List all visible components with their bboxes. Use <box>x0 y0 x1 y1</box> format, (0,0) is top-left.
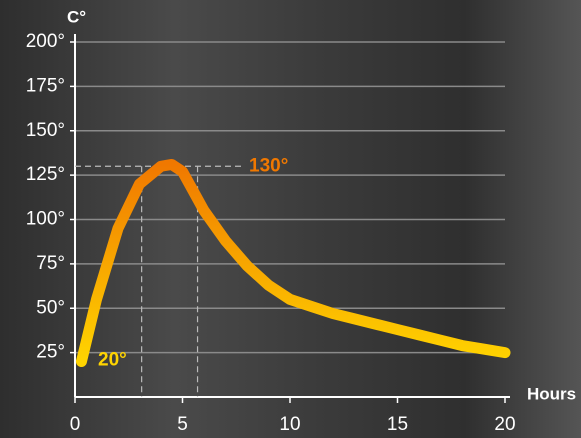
y-axis-label: C° <box>67 7 86 26</box>
y-tick-label: 200° <box>26 31 65 52</box>
peak-annotation: 130° <box>249 155 288 176</box>
y-tick-label: 100° <box>26 209 65 230</box>
x-tick-label: 15 <box>387 414 408 435</box>
start-annotation: 20° <box>98 350 127 371</box>
y-tick-label: 25° <box>36 342 65 363</box>
y-tick-label: 150° <box>26 120 65 141</box>
x-tick-label: 5 <box>177 414 188 435</box>
y-tick-label: 175° <box>26 75 65 96</box>
x-tick-label: 10 <box>279 414 300 435</box>
x-tick-label: 0 <box>70 414 81 435</box>
x-tick-label: 20 <box>494 414 515 435</box>
x-axis-label: Hours <box>527 384 576 403</box>
y-tick-label: 50° <box>36 297 65 318</box>
y-tick-label: 125° <box>26 164 65 185</box>
y-tick-label: 75° <box>36 253 65 274</box>
temperature-line <box>75 158 511 367</box>
